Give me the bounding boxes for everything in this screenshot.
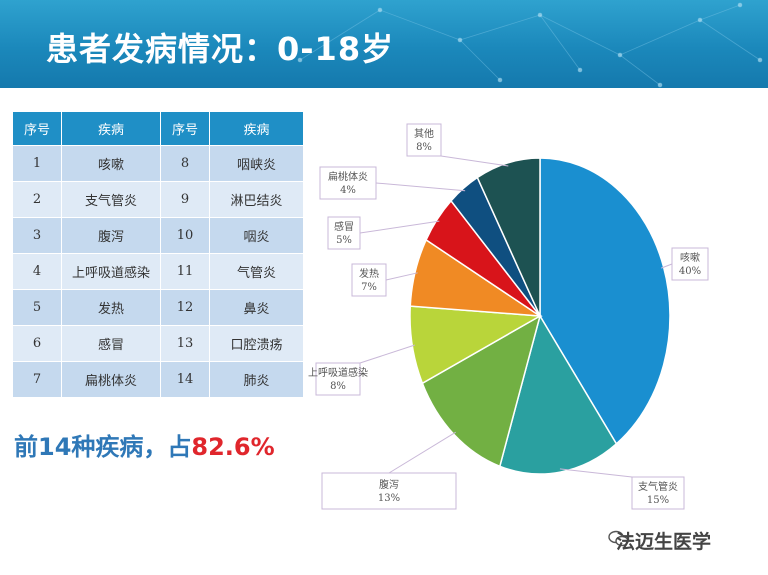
pie-slice	[476, 157, 541, 317]
slice-label-name: 上呼吸道感染	[308, 366, 368, 379]
cell-index: 13	[160, 325, 210, 362]
slice-label-value: 8%	[330, 381, 346, 392]
label-leader-line	[660, 263, 673, 269]
table-row: 7 扁桃体炎 14 肺炎	[12, 361, 304, 398]
col-header-index-2: 序号	[160, 111, 210, 146]
col-header-disease: 疾病	[61, 111, 161, 146]
col-header-index: 序号	[12, 111, 62, 146]
cell-disease: 鼻炎	[209, 289, 304, 326]
col-header-disease-2: 疾病	[209, 111, 304, 146]
cell-index: 12	[160, 289, 210, 326]
cell-disease: 咽炎	[209, 217, 304, 254]
pie-slice	[421, 314, 542, 468]
cell-disease: 支气管炎	[61, 181, 161, 218]
cell-index: 6	[12, 325, 62, 362]
slice-label-value: 8%	[416, 142, 432, 153]
label-leader-line	[375, 182, 466, 192]
cell-disease: 咽峡炎	[209, 145, 304, 182]
network-pattern-icon	[297, 2, 763, 88]
label-leader-line	[359, 344, 416, 364]
cell-disease: 扁桃体炎	[61, 361, 161, 398]
table-header-row: 序号 疾病 序号 疾病	[12, 111, 304, 146]
slice-label-box	[315, 362, 361, 396]
table-row: 4 上呼吸道感染 11 气管炎	[12, 253, 304, 290]
summary-prefix: 前14种疾病，占	[14, 433, 192, 461]
slice-label-name: 腹泻	[379, 478, 399, 491]
slice-label-box	[671, 247, 709, 281]
label-leader-line	[559, 468, 633, 478]
table-row: 5 发热 12 鼻炎	[12, 289, 304, 326]
cell-disease: 口腔溃疡	[209, 325, 304, 362]
slice-label-name: 支气管炎	[638, 480, 678, 493]
cell-disease: 肺炎	[209, 361, 304, 398]
cell-index: 2	[12, 181, 62, 218]
watermark-text: 法迈生医学	[616, 531, 712, 553]
pie-slice	[498, 314, 618, 475]
slice-label-value: 7%	[361, 282, 377, 293]
slice-label-name: 其他	[414, 127, 434, 140]
slice-label-name: 发热	[359, 267, 379, 280]
cell-index: 10	[160, 217, 210, 254]
slice-label-name: 咳嗽	[680, 251, 700, 264]
label-leader-line	[440, 155, 509, 167]
slice-label-box	[631, 476, 685, 510]
slice-label-box	[351, 263, 387, 297]
cell-disease: 咳嗽	[61, 145, 161, 182]
cell-index: 11	[160, 253, 210, 290]
cell-index: 8	[160, 145, 210, 182]
summary-percentage: 82.6%	[191, 433, 275, 461]
slide-header: 患者发病情况：0-18岁	[0, 0, 768, 88]
label-leader-line	[359, 220, 440, 234]
slice-label-value: 15%	[647, 495, 669, 506]
wechat-icon	[608, 530, 629, 547]
cell-index: 3	[12, 217, 62, 254]
slice-label-box	[327, 216, 361, 250]
slice-label-value: 40%	[679, 266, 701, 277]
disease-table: 序号 疾病 序号 疾病 1 咳嗽 8 咽峡炎 2 支气管炎 9 淋巴结炎 3 腹…	[12, 111, 304, 398]
summary-text: 前14种疾病，占82.6%	[14, 427, 275, 462]
slice-label-box	[406, 123, 442, 157]
table-row: 2 支气管炎 9 淋巴结炎	[12, 181, 304, 218]
cell-index: 7	[12, 361, 62, 398]
slice-label-value: 13%	[378, 493, 400, 504]
slice-label-name: 感冒	[334, 220, 354, 233]
label-leader-line	[385, 272, 418, 281]
slice-label-value: 5%	[336, 235, 352, 246]
slice-label-name: 扁桃体炎	[328, 170, 368, 183]
page-title: 患者发病情况：0-18岁	[46, 30, 395, 68]
cell-disease: 气管炎	[209, 253, 304, 290]
slice-label-value: 4%	[340, 185, 356, 196]
table-row: 3 腹泻 10 咽炎	[12, 217, 304, 254]
label-leader-line	[388, 431, 457, 474]
slice-label-box	[321, 472, 457, 510]
table-row: 1 咳嗽 8 咽峡炎	[12, 145, 304, 182]
cell-disease: 淋巴结炎	[209, 181, 304, 218]
slice-label-box	[319, 166, 377, 200]
table-row: 6 感冒 13 口腔溃疡	[12, 325, 304, 362]
